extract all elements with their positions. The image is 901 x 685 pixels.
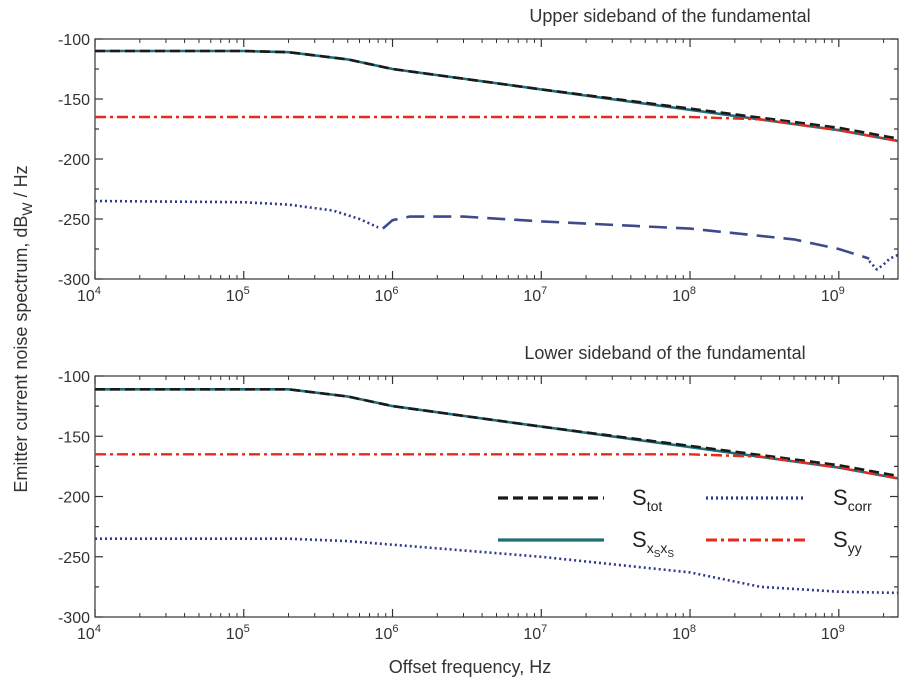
upper-panel-title: Upper sideband of the fundamental [529,6,810,26]
legend-item-s-yy: Syy [706,527,862,556]
series-line-s-corr-long [381,215,870,260]
series-line-s-xsxs [95,387,898,480]
y-tick-label: -150 [58,429,90,446]
series-group [95,387,898,595]
lower-sideband-panel: 104 105 106 107 108 109 -100 -150 -200 -250 -300 [58,369,899,643]
y-tick-label: -200 [58,490,90,507]
series-group [95,49,898,271]
y-axis-title: Emitter current noise spectrum, dBW / Hz [11,165,35,492]
y-tick-label: -300 [58,272,90,289]
x-tick-label: 105 [226,285,250,305]
y-tick-label: -100 [58,369,90,386]
x-tick-label: 107 [523,623,547,643]
y-tick-label: -200 [58,152,90,169]
x-tick-label: 106 [375,623,399,643]
legend-label-s-tot: Stot [632,485,662,514]
series-line-s-corr-dot2 [868,253,898,271]
legend-label-s-yy: Syy [833,527,862,556]
legend-item-s-corr: Scorr [706,485,872,514]
x-tick-label: 109 [821,285,845,305]
y-tick-label: -150 [58,92,90,109]
y-tick-label: -250 [58,212,90,229]
series-line-s-yy [95,453,898,480]
x-tick-label: 106 [375,285,399,305]
y-tick-label: -100 [58,32,90,49]
series-line-s-corr-dot1 [95,199,379,229]
series-line-s-tot [95,387,898,478]
series-line-s-yy [95,115,898,143]
legend-label-s-xsxs: SxSxS [632,527,674,560]
x-tick-label: 109 [821,623,845,643]
x-tick-label: 104 [77,623,101,643]
legend-item-s-tot: Stot [498,485,662,514]
x-tick-label: 105 [226,623,250,643]
series-line-s-xsxs [95,49,898,143]
upper-sideband-panel: 104 105 106 107 108 109 -100 -150 -200 -250 -300 [58,32,899,305]
x-tick-label: 108 [672,623,696,643]
legend-item-s-xsxs: SxSxS [498,527,674,560]
y-tick-label: -300 [58,610,90,627]
legend: Stot Scorr SxSxS Syy [498,485,872,560]
series-line-s-corr [95,537,898,595]
series-line-s-tot [95,49,898,140]
legend-label-s-corr: Scorr [833,485,872,514]
x-tick-label: 108 [672,285,696,305]
lower-panel-title: Lower sideband of the fundamental [524,343,805,363]
x-tick-label: 107 [523,285,547,305]
x-axis-title: Offset frequency, Hz [389,657,551,677]
y-tick-label: -250 [58,550,90,567]
x-tick-label: 104 [77,285,101,305]
